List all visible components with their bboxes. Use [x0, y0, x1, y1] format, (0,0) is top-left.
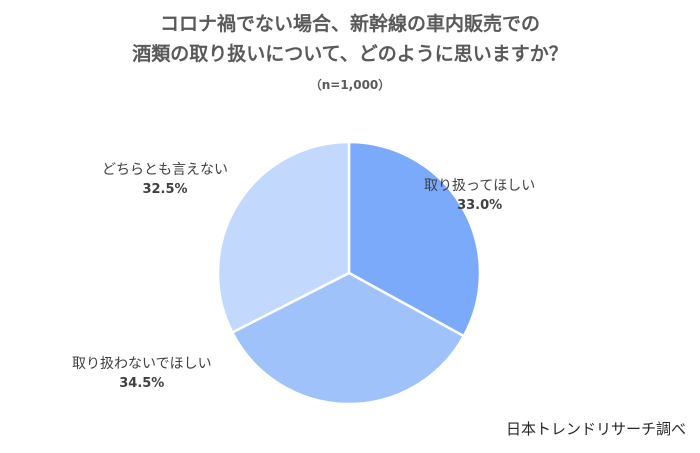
slice-label-0: 取り扱ってほしい 33.0%	[424, 176, 535, 216]
slice-label-2-value: 32.5%	[142, 182, 188, 197]
slice-label-1: 取り扱わないでほしい 34.5%	[72, 354, 212, 394]
pie-slice-0	[347, 140, 482, 338]
slice-label-2-name: どちらとも言えない	[102, 162, 228, 178]
source-note: 日本トレンドリサーチ調べ	[505, 420, 686, 438]
slice-label-0-name: 取り扱ってほしい	[424, 178, 536, 194]
slice-label-1-name: 取り扱わないでほしい	[72, 356, 212, 372]
pie-slice-1	[230, 271, 466, 406]
slice-label-1-value: 34.5%	[119, 376, 165, 391]
slice-label-2: どちらとも言えない 32.5%	[102, 160, 228, 200]
chart-subtitle: （n=1,000）	[309, 78, 391, 92]
chart-title-line2: 酒類の取り扱いについて、どのように思いますか？	[132, 43, 568, 65]
pie-slice-2	[216, 140, 351, 335]
slice-label-0-value: 33.0%	[457, 198, 503, 213]
chart-title-line1: コロナ禍でない場合、新幹線の車内販売での	[159, 13, 540, 35]
